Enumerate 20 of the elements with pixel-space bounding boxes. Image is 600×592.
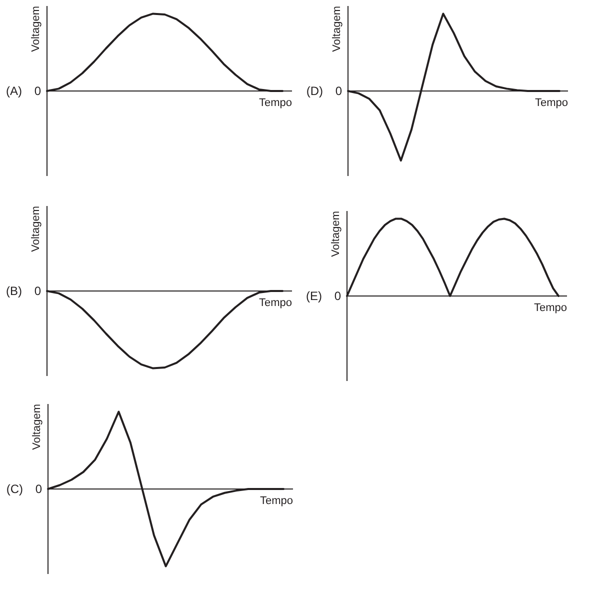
x-axis-title: Tempo [534,97,568,109]
y-axis-title: Voltagem [31,404,43,450]
text: 0 [35,482,42,496]
y-axis-title: Voltagem [30,6,42,52]
text: (D) [306,84,324,98]
x-axis-title: Tempo [258,97,292,109]
y-axis-title: Voltagem [331,6,343,52]
chart-title: (B) [6,284,22,298]
x-axis-title: Tempo [260,495,293,507]
text: 0 [334,289,342,303]
y-axis-title: Voltagem [30,206,42,252]
text: 0 [34,284,42,298]
text: (E) [306,289,322,303]
text: (C) [6,482,24,496]
text: (A) [6,84,22,98]
text: 0 [34,84,42,98]
x-axis-title: Tempo [258,297,292,309]
x-axis-title: Tempo [534,302,567,314]
text: 0 [335,84,342,98]
y-axis-title: Voltagem [330,211,342,257]
